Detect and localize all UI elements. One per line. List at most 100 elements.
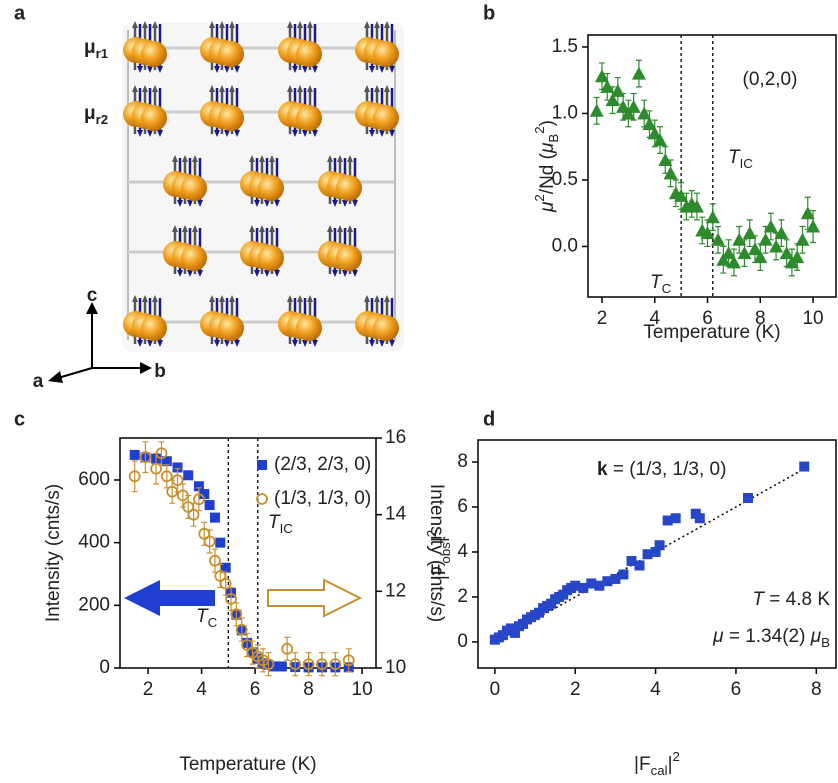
- y-tick-label: 0.5: [552, 169, 578, 190]
- spin-head: [384, 21, 390, 28]
- spin-head: [307, 295, 313, 302]
- spin-head: [274, 200, 280, 207]
- spin-head: [274, 270, 280, 277]
- point: [663, 166, 678, 180]
- x-tick-label: 10: [802, 308, 823, 329]
- point: [193, 493, 205, 506]
- x-tick-label: 8: [303, 679, 314, 700]
- point: [342, 654, 355, 667]
- point: [626, 99, 641, 113]
- error-bar: [206, 529, 213, 554]
- spin-head: [214, 66, 220, 73]
- point: [155, 447, 168, 460]
- nd-atom: [141, 315, 167, 341]
- y-tick-label: 6: [457, 496, 468, 517]
- text-part: T: [268, 512, 281, 533]
- text-part: C: [208, 615, 218, 630]
- point: [329, 658, 342, 671]
- point: [594, 69, 609, 83]
- spin-head: [182, 225, 188, 232]
- nd-atom: [336, 245, 362, 271]
- spin-head: [132, 85, 138, 92]
- text-part: (0,2,0): [743, 69, 798, 90]
- spin-head: [172, 225, 178, 232]
- spin-head: [337, 155, 343, 162]
- y-axis-label: μ2/Nd (μB2): [532, 120, 561, 213]
- text-part: r2: [96, 112, 109, 127]
- point: [637, 106, 652, 120]
- plot-frame: [477, 439, 837, 669]
- legend-label: (1/3, 1/3, 0): [274, 488, 371, 509]
- annotation: T = 4.8 K: [752, 589, 830, 610]
- point: [199, 489, 210, 500]
- point: [203, 535, 216, 548]
- spin-head: [389, 130, 395, 137]
- point: [799, 461, 810, 472]
- text-part: 2: [424, 530, 439, 537]
- error-bar: [142, 441, 149, 474]
- point: [779, 246, 794, 260]
- annotation: TIC: [728, 147, 753, 171]
- spin-head: [374, 85, 380, 92]
- spin-head: [369, 66, 375, 73]
- error-bar: [305, 652, 312, 677]
- spin-head: [379, 130, 385, 137]
- point: [230, 608, 243, 621]
- y-tick-label: 200: [78, 594, 110, 615]
- spin-head: [182, 155, 188, 162]
- spin-head: [369, 340, 375, 347]
- point: [161, 456, 172, 467]
- spin-head: [137, 66, 143, 73]
- nd-atom: [296, 315, 322, 341]
- spin-head: [177, 200, 183, 207]
- text-part: |: [668, 754, 673, 775]
- spin-head: [192, 155, 198, 162]
- point: [758, 232, 773, 246]
- axis-arrow: [57, 367, 93, 379]
- point: [650, 546, 661, 557]
- point: [220, 562, 231, 573]
- spin-head: [142, 21, 148, 28]
- nd-atom: [373, 41, 399, 67]
- nd-atom: [181, 175, 207, 201]
- panel-label: a: [14, 2, 26, 24]
- point: [732, 232, 747, 246]
- point: [616, 99, 631, 113]
- spin-head: [197, 270, 203, 277]
- spin-head: [249, 225, 255, 232]
- y-tick-label: 0: [457, 631, 468, 652]
- point: [281, 642, 294, 655]
- spin-head: [374, 21, 380, 28]
- error-bar: [265, 652, 272, 677]
- spin-head: [352, 270, 358, 277]
- spin-head: [297, 21, 303, 28]
- spin-head: [234, 66, 240, 73]
- spin-head: [312, 340, 318, 347]
- axis-label: c: [87, 285, 98, 306]
- spin-head: [307, 21, 313, 28]
- panel-label: d: [483, 408, 495, 430]
- axis-label: b: [154, 361, 166, 382]
- axis-label: a: [33, 371, 44, 392]
- text-part: /Nd (: [537, 152, 558, 194]
- spin-head: [364, 85, 370, 92]
- spin-head: [229, 21, 235, 28]
- x-tick-label: 4: [196, 679, 207, 700]
- spin-head: [142, 295, 148, 302]
- point: [302, 658, 315, 671]
- spin-head: [214, 340, 220, 347]
- spin-head: [147, 340, 153, 347]
- spin-head: [254, 270, 260, 277]
- text-part: μ: [537, 201, 558, 213]
- y-tick-label: 1.5: [552, 36, 578, 57]
- spin-head: [219, 85, 225, 92]
- point: [743, 493, 754, 504]
- point: [594, 580, 605, 591]
- spin-head: [137, 130, 143, 137]
- spin-head: [384, 295, 390, 302]
- spin-head: [187, 270, 193, 277]
- annotation: (0,2,0): [743, 69, 798, 90]
- spin-head: [302, 66, 308, 73]
- point: [711, 232, 726, 246]
- spin-head: [269, 155, 275, 162]
